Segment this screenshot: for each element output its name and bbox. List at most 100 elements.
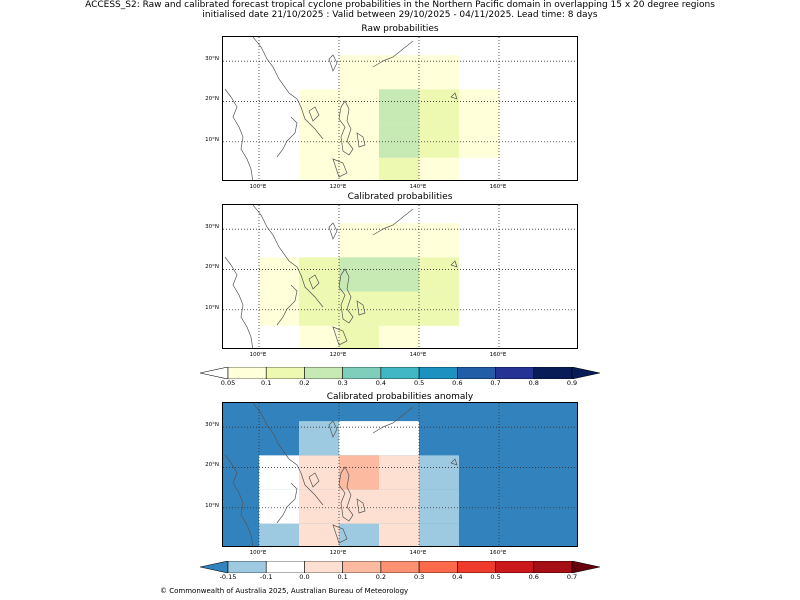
probability-cell [379, 291, 419, 326]
probability-cell [259, 157, 299, 180]
lat-tick-label: 20°N [205, 264, 219, 271]
probability-cell [339, 455, 379, 490]
map-canvas [223, 403, 577, 546]
copyright-credit: © Commonwealth of Australia 2025, Austra… [160, 587, 409, 595]
probability-cell [419, 223, 459, 258]
colorbar-tick-label: 0.3 [413, 573, 425, 581]
colorbar-graphic [199, 560, 601, 574]
probability-cell [339, 123, 379, 158]
probability-cell [379, 257, 419, 292]
coastline [252, 403, 324, 506]
coastline [356, 132, 366, 148]
colorbar-segment [418, 560, 458, 574]
map-canvas [223, 205, 577, 348]
probability-cell [459, 257, 499, 292]
lon-tick-label: 120°E [329, 184, 347, 190]
probability-cell [339, 205, 379, 224]
probability-cell [459, 205, 499, 224]
probability-cell [419, 37, 459, 56]
colorbar-segment [265, 560, 305, 574]
coastline [372, 208, 414, 236]
colorbar-tick-label: -0.15 [219, 573, 237, 581]
probability-cell [459, 403, 499, 422]
colorbar-tick-label: 0.0 [299, 573, 310, 581]
probability-cell [299, 205, 339, 224]
colorbar-tick-label: 0.6 [452, 379, 463, 387]
colorbar-segment [227, 560, 267, 574]
colorbar-tick-label: 0.4 [452, 573, 463, 581]
colorbar-tick-label: 0.8 [528, 379, 539, 387]
probability-cell [459, 37, 499, 56]
lat-tick-label: 20°N [205, 462, 219, 469]
probability-cell [259, 489, 299, 524]
figure-subtitle: initialised date 21/10/2025 : Valid betw… [202, 10, 598, 20]
probability-cell [339, 157, 379, 180]
probability-cell [299, 223, 339, 258]
lon-tick-label: 140°E [409, 550, 427, 556]
lat-tick-label: 20°N [205, 96, 219, 103]
probability-cell [339, 421, 379, 456]
anomaly-map [222, 402, 578, 547]
probability-cell [339, 37, 379, 56]
colorbar-segment [533, 366, 573, 380]
colorbar-under-arrow [199, 366, 229, 380]
lon-tick-label: 160°E [489, 352, 507, 358]
colorbar-tick-label: 0.6 [528, 573, 539, 581]
probability-cell [299, 489, 339, 524]
probability-cell [339, 291, 379, 326]
coastline [276, 482, 298, 524]
probability-cell [379, 403, 419, 422]
colorbar-tick-label: 0.4 [375, 379, 387, 387]
probability-cell [299, 421, 339, 456]
probability-cell [339, 89, 379, 124]
raw-probability-map [222, 36, 578, 181]
probability-cell [259, 523, 299, 546]
probability-cell [339, 523, 379, 546]
probability-cell [223, 403, 259, 422]
lat-tick-label: 10°N [205, 502, 219, 509]
probability-cell [419, 523, 459, 546]
probability-cell [299, 257, 339, 292]
colorbar-tick-label: 0.7 [566, 573, 578, 581]
colorbar-segment [342, 560, 382, 574]
probability-cell [259, 455, 299, 490]
probability-cell [299, 403, 339, 422]
probability-cell [419, 455, 459, 490]
probability-cell [419, 489, 459, 524]
coastline [224, 256, 254, 348]
calibrated-panel-title: Calibrated probabilities [347, 192, 453, 202]
colorbar-tick-label: -0.1 [259, 573, 273, 581]
lon-tick-label: 100°E [249, 550, 267, 556]
colorbar-graphic [199, 366, 601, 380]
probability-cell [259, 205, 299, 224]
colorbar-over-arrow [571, 366, 601, 380]
probability-cell [223, 421, 259, 456]
probability-cell [299, 55, 339, 90]
colorbar-tick-label: 0.7 [490, 379, 501, 387]
colorbar-segment [227, 366, 267, 380]
probability-cell [299, 89, 339, 124]
coastline [308, 274, 320, 290]
colorbar-segment [418, 366, 458, 380]
lon-tick-label: 140°E [409, 184, 427, 190]
probability-cell [379, 205, 419, 224]
probability-cell [259, 325, 299, 348]
probability-cell [459, 55, 499, 90]
coastline [356, 300, 366, 316]
lon-tick-label: 120°E [329, 352, 347, 358]
probability-cell [419, 55, 459, 90]
lon-tick-label: 140°E [409, 352, 427, 358]
coastline [224, 88, 254, 180]
lon-tick-label: 100°E [249, 352, 267, 358]
figure-title: ACCESS_S2: Raw and calibrated forecast t… [85, 0, 715, 10]
probability-cell [419, 157, 459, 180]
probability-colorbar [199, 364, 601, 380]
coastline [338, 100, 354, 156]
coastline [356, 498, 366, 514]
lon-tick-label: 100°E [249, 184, 267, 190]
probability-cell [259, 291, 299, 326]
probability-cell [459, 89, 499, 124]
lat-tick-label: 10°N [205, 304, 219, 311]
probability-cell [339, 325, 379, 348]
probability-cell [259, 223, 299, 258]
